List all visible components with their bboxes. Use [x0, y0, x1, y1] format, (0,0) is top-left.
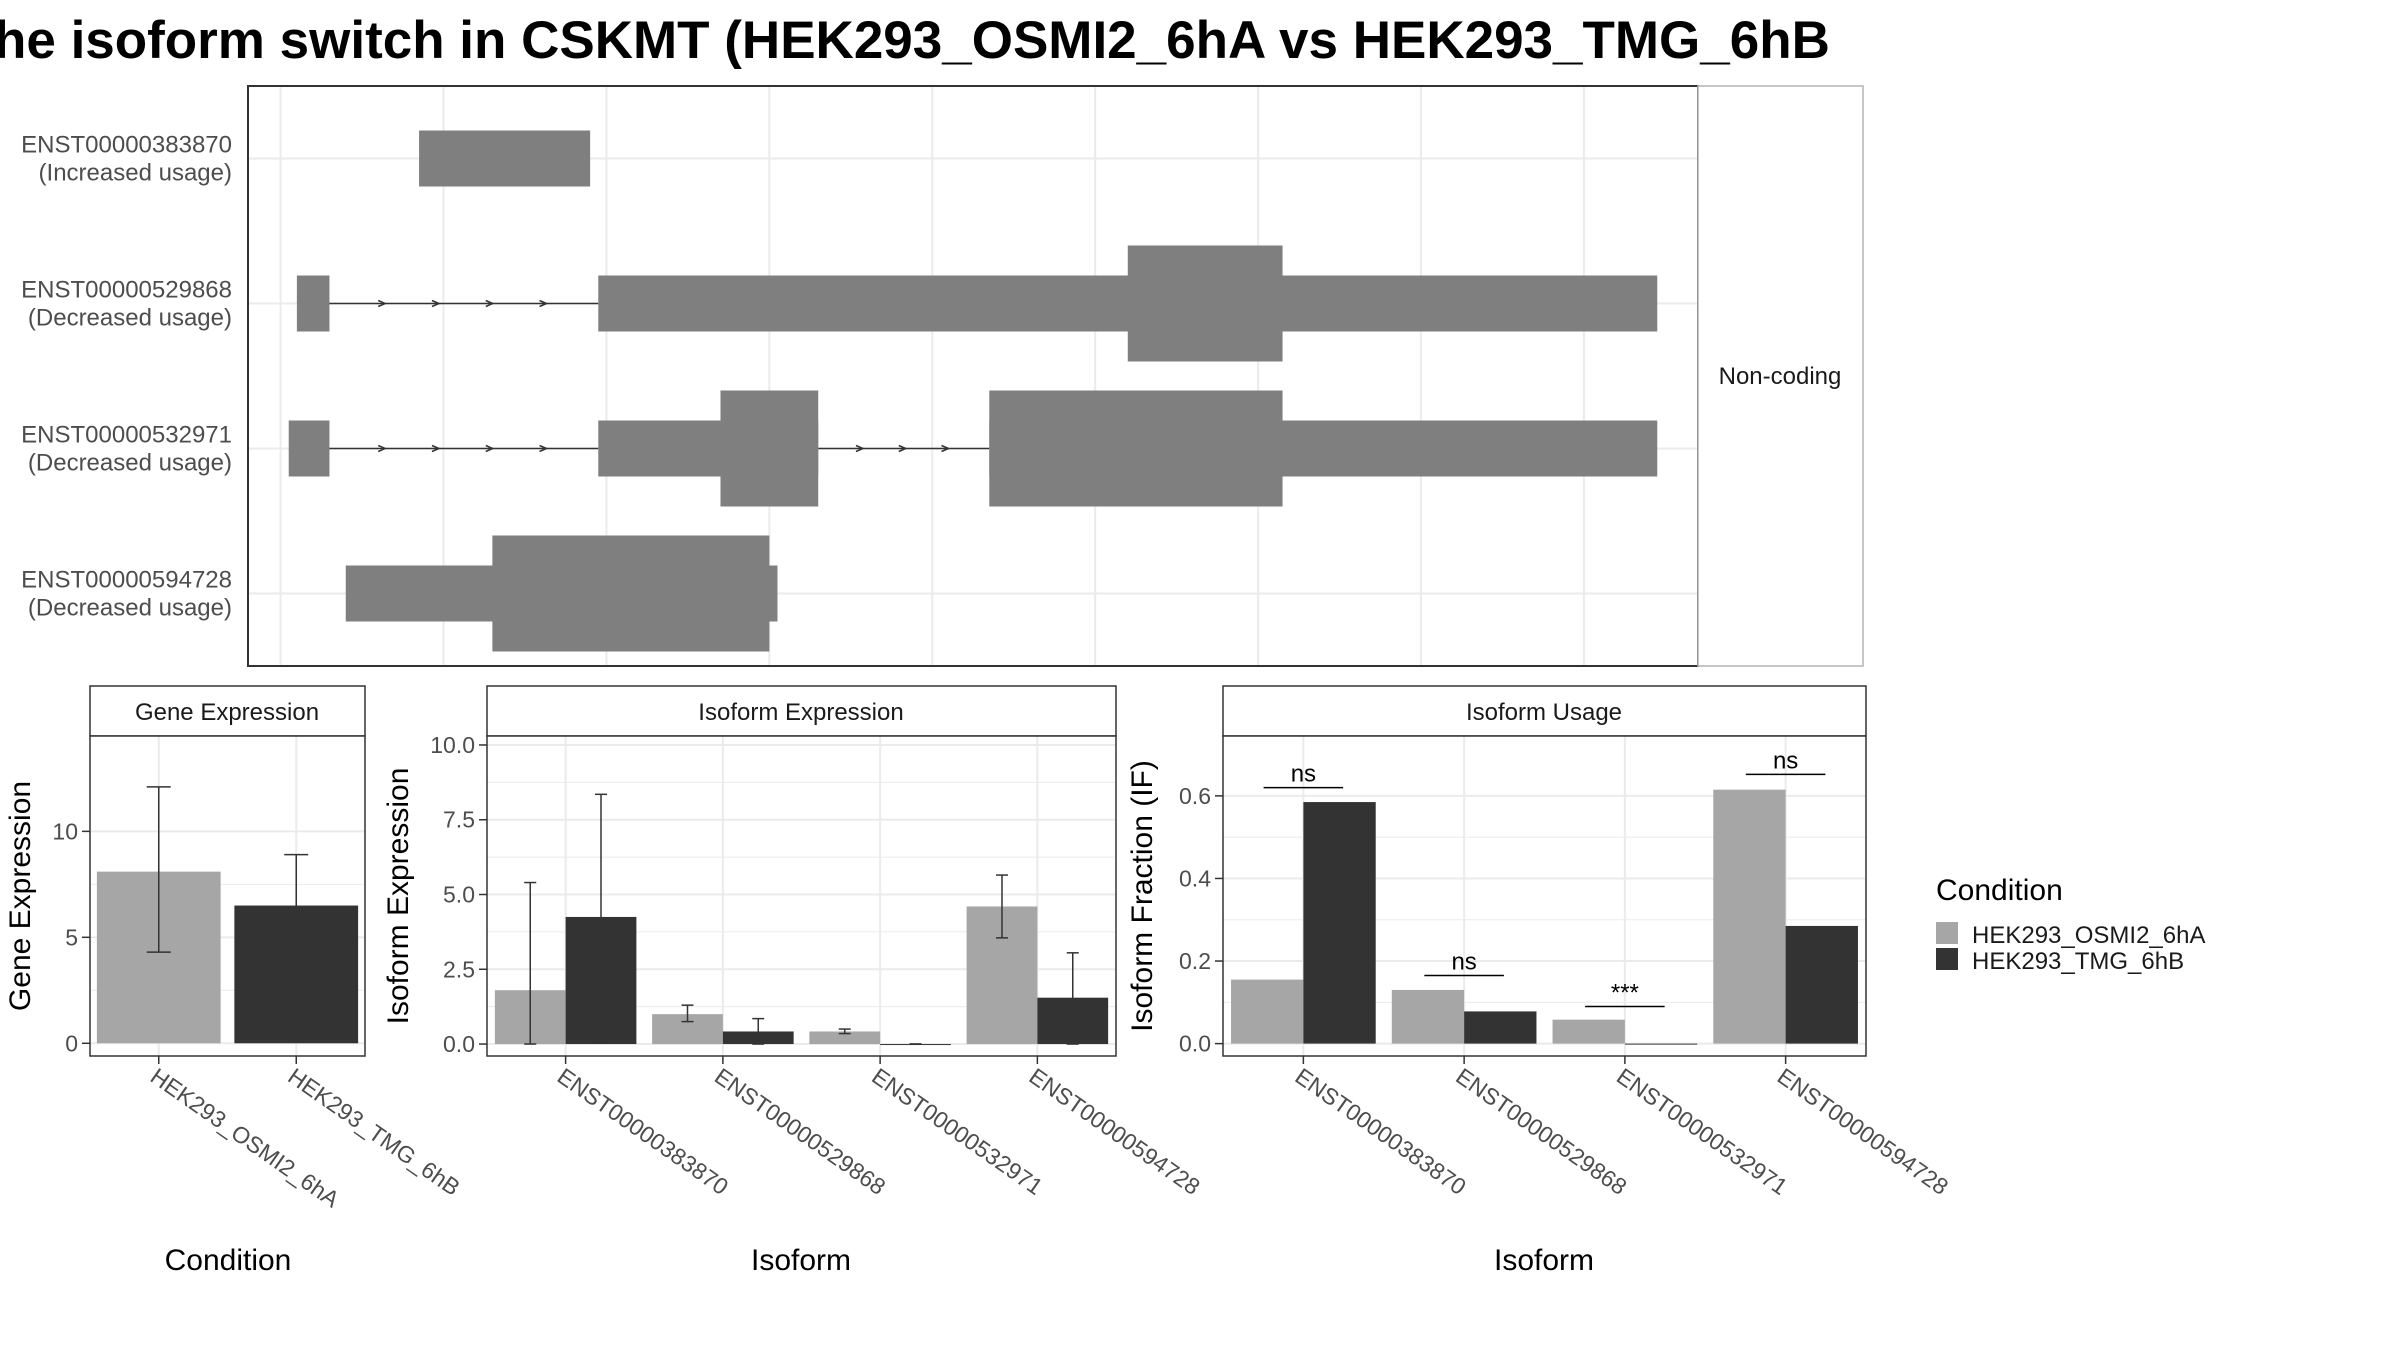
- intron-arrow: [855, 444, 865, 453]
- structure-marks: [288, 130, 1658, 652]
- structure-strip-label: Non-coding: [1719, 363, 1842, 390]
- gene-expression-x-title: Condition: [165, 1244, 292, 1277]
- gene-expression-plot-border: [89, 735, 366, 1057]
- transcript-usage-label: (Increased usage): [39, 160, 232, 187]
- transcript-id-label: ENST00000529868: [21, 277, 232, 304]
- gene-expression-bars: [96, 786, 359, 1044]
- intron-arrow: [485, 299, 495, 308]
- exon-block: [419, 130, 591, 187]
- isoform-expression-strip: [486, 685, 1117, 737]
- y-tick-label: 0.0: [443, 1031, 475, 1057]
- isoform-usage-strip-title: Isoform Usage: [1466, 699, 1622, 726]
- exon-block: [288, 420, 330, 477]
- y-tick-label: 0.0: [1179, 1031, 1211, 1057]
- bar: [1231, 979, 1304, 1044]
- significance-label: ns: [1451, 948, 1476, 975]
- y-tick-label: 2.5: [443, 956, 475, 982]
- isoform-expression-plot-border: [486, 735, 1117, 1057]
- coding-block: [492, 535, 770, 652]
- isoform-expression-y-title: Isoform Expression: [382, 768, 415, 1025]
- isoform-usage-plot-border: [1222, 735, 1867, 1057]
- intron-arrow: [898, 444, 908, 453]
- gene-expression-panel: Gene Expression 0510HEK293_OSMI2_6hAHEK2…: [4, 685, 465, 1277]
- structure-strip: [1697, 85, 1864, 667]
- significance-label: ***: [1611, 979, 1639, 1006]
- isoform-usage-x-title: Isoform: [1494, 1244, 1594, 1277]
- significance-label: ns: [1773, 747, 1798, 774]
- y-tick-label: 10: [52, 818, 78, 844]
- intron-arrow: [431, 444, 441, 453]
- x-tick-label: ENST00000532971: [867, 1063, 1047, 1200]
- x-tick-label: ENST00000594728: [1773, 1063, 1953, 1200]
- y-tick-label: 5.0: [443, 882, 475, 908]
- isoform-usage-panel: Isoform Usage ns ns *** ns 0.0 0.2 0.4 0.6 ENST…: [1126, 685, 1953, 1277]
- intron-arrow: [539, 299, 549, 308]
- bar: [1464, 1011, 1537, 1044]
- intron-arrow: [377, 444, 388, 453]
- y-tick-label: 0.2: [1179, 948, 1211, 974]
- intron-arrow: [539, 444, 549, 453]
- bar: [1303, 802, 1376, 1044]
- legend-title: Condition: [1936, 874, 2063, 907]
- isoform-expression-strip-title: Isoform Expression: [698, 699, 903, 726]
- transcript-id-label: ENST00000594728: [21, 567, 232, 594]
- bar: [1391, 989, 1465, 1044]
- y-tick-label: 0.6: [1179, 783, 1211, 809]
- legend: Condition HEK293_OSMI2_6hA HEK293_TMG_6h…: [1936, 874, 2205, 975]
- gene-expression-strip: [89, 685, 366, 737]
- transcript-id-label: ENST00000383870: [21, 132, 232, 159]
- legend-swatch-a: [1936, 922, 1958, 944]
- x-tick-label: ENST00000529868: [710, 1063, 890, 1200]
- intron-arrow: [431, 299, 441, 308]
- y-tick-label: 7.5: [443, 807, 475, 833]
- x-tick-label: ENST00000529868: [1451, 1063, 1631, 1200]
- isoform-usage-y-title: Isoform Fraction (IF): [1126, 760, 1159, 1032]
- isoform-usage-strip: [1222, 685, 1867, 737]
- isoform-expression-x-title: Isoform: [751, 1244, 851, 1277]
- structure-transcript-labels: ENST00000383870(Increased usage) ENST0000…: [21, 132, 232, 622]
- bar: [1713, 789, 1786, 1044]
- legend-swatch-b: [1936, 948, 1958, 970]
- bar: [1624, 1043, 1698, 1045]
- legend-label-a: HEK293_OSMI2_6hA: [1972, 922, 2205, 949]
- y-tick-label: 0.4: [1179, 865, 1211, 891]
- y-tick-label: 10.0: [430, 732, 475, 758]
- coding-block: [989, 390, 1283, 507]
- isoform-expression-bars: [494, 793, 1109, 1046]
- isoform-expression-panel: Isoform Expression 0.0 2.5 5.0 7.5 10.0 ENST0…: [382, 685, 1205, 1277]
- bar: [809, 1031, 881, 1045]
- transcript-id-label: ENST00000532971: [21, 422, 232, 449]
- legend-label-b: HEK293_TMG_6hB: [1972, 948, 2184, 975]
- bar: [1552, 1019, 1625, 1044]
- coding-block: [1127, 245, 1283, 362]
- transcript-usage-label: (Decreased usage): [28, 450, 232, 477]
- intron-arrow: [941, 444, 951, 453]
- x-tick-label: ENST00000383870: [1291, 1063, 1471, 1200]
- x-tick-label: ENST00000532971: [1612, 1063, 1792, 1200]
- intron-arrow: [377, 299, 388, 308]
- gene-expression-y-title: Gene Expression: [4, 781, 37, 1011]
- x-tick-label: ENST00000594728: [1025, 1063, 1205, 1200]
- gene-expression-strip-title: Gene Expression: [135, 699, 319, 726]
- exon-block: [296, 275, 330, 332]
- isoform-usage-bars: ns ns *** ns: [1231, 747, 1858, 1045]
- x-tick-label: ENST00000383870: [553, 1063, 733, 1200]
- transcript-usage-label: (Decreased usage): [28, 305, 232, 332]
- structure-panel: Non-coding ENST00000383870(Increased usa…: [21, 85, 1864, 667]
- transcript-usage-label: (Decreased usage): [28, 595, 232, 622]
- coding-block: [720, 390, 819, 507]
- intron-arrow: [485, 444, 495, 453]
- y-tick-label: 5: [65, 924, 78, 950]
- significance-label: ns: [1291, 761, 1316, 788]
- bar: [1785, 925, 1858, 1044]
- y-tick-label: 0: [65, 1030, 78, 1056]
- figure-title: he isoform switch in CSKMT (HEK293_OSMI2…: [0, 11, 1830, 70]
